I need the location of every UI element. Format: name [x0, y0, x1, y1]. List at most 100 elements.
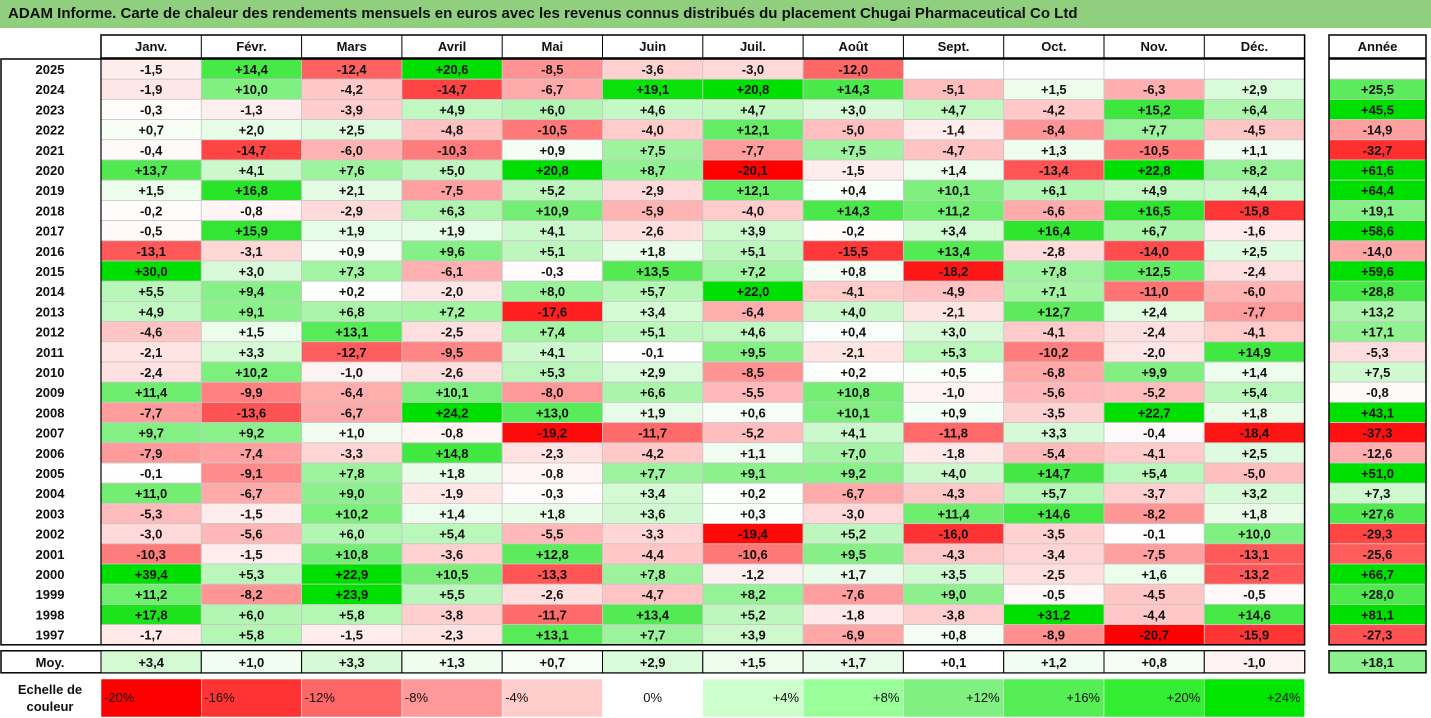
cell-value: -15,5	[838, 244, 868, 259]
annual-value: +28,0	[1361, 587, 1394, 602]
cell-value: +5,0	[439, 163, 465, 178]
cell-value: +12,8	[536, 547, 569, 562]
month-header: Mars	[337, 39, 367, 54]
cell-value: +31,2	[1037, 607, 1070, 622]
cell-value: -4,0	[641, 123, 663, 138]
cell-value: +6,1	[1041, 183, 1067, 198]
cell-value: -3,1	[240, 244, 262, 259]
cell-value: -0,3	[140, 102, 162, 117]
annual-value: +81,1	[1361, 607, 1394, 622]
heatmap-cell	[903, 58, 1005, 80]
cell-value: +20,8	[536, 163, 569, 178]
cell-value: +1,8	[640, 244, 666, 259]
cell-value: -3,5	[1043, 527, 1065, 542]
cell-value: -5,9	[641, 203, 663, 218]
cell-value: +4,7	[941, 102, 967, 117]
cell-value: +3,9	[740, 628, 766, 643]
cell-value: -11,8	[939, 426, 968, 441]
cell-value: -1,5	[240, 506, 262, 521]
cell-value: +0,2	[840, 365, 866, 380]
cell-value: +5,2	[540, 183, 566, 198]
annual-value: -14,0	[1363, 244, 1393, 259]
year-label: 2022	[36, 123, 65, 138]
cell-value: +24,2	[436, 405, 469, 420]
cell-value: -6,7	[541, 82, 563, 97]
average-value: +1,0	[239, 655, 265, 670]
average-value: +0,8	[1141, 655, 1167, 670]
cell-value: -4,5	[1143, 587, 1165, 602]
cell-value: -0,5	[1243, 587, 1265, 602]
cell-value: -6,7	[341, 405, 363, 420]
cell-value: -1,9	[441, 486, 463, 501]
cell-value: +7,7	[1141, 123, 1167, 138]
cell-value: +1,4	[1242, 365, 1268, 380]
cell-value: -5,2	[1143, 385, 1165, 400]
cell-value: +12,1	[736, 183, 769, 198]
scale-label: -20%	[104, 690, 135, 705]
cell-value: +7,4	[540, 325, 566, 340]
cell-value: -2,9	[641, 183, 663, 198]
cell-value: +4,7	[740, 102, 766, 117]
cell-value: +22,7	[1138, 405, 1171, 420]
cell-value: +10,2	[235, 365, 268, 380]
average-annual-value: +18,1	[1361, 655, 1394, 670]
cell-value: -9,9	[240, 385, 262, 400]
scale-swatch	[100, 678, 202, 718]
annual-value: +45,5	[1361, 102, 1394, 117]
cell-value: +11,4	[937, 506, 970, 521]
average-annual-cell	[1328, 650, 1427, 674]
cell-value: +4,6	[740, 325, 766, 340]
cell-value: -15,8	[1240, 203, 1270, 218]
annual-value: +17,1	[1361, 325, 1394, 340]
cell-value: +6,0	[239, 607, 265, 622]
cell-value: +11,4	[135, 385, 168, 400]
cell-value: +0,6	[740, 405, 766, 420]
cell-value: +11,0	[135, 486, 167, 501]
cell-value: -4,5	[1243, 123, 1265, 138]
cell-value: +2,5	[1242, 446, 1268, 461]
cell-value: -2,0	[441, 284, 463, 299]
cell-value: -4,4	[641, 547, 664, 562]
cell-value: +3,6	[640, 506, 666, 521]
cell-value: +2,1	[339, 183, 365, 198]
cell-value: +3,0	[941, 325, 967, 340]
cell-value: +7,1	[1041, 284, 1067, 299]
cell-value: -6,4	[742, 304, 765, 319]
cell-value: -5,6	[240, 527, 262, 542]
cell-value: -16,0	[939, 527, 969, 542]
cell-value: -5,4	[1043, 446, 1066, 461]
cell-value: +7,5	[840, 143, 866, 158]
cell-value: +0,4	[840, 325, 866, 340]
cell-value: +8,2	[1242, 163, 1268, 178]
cell-value: -18,2	[939, 264, 969, 279]
cell-value: +5,1	[740, 244, 766, 259]
cell-value: -10,5	[1139, 143, 1169, 158]
cell-value: -8,2	[1143, 506, 1165, 521]
cell-value: -1,5	[240, 547, 262, 562]
cell-value: -0,4	[1143, 426, 1166, 441]
scale-label: +8%	[873, 690, 900, 705]
annual-header-box	[1328, 34, 1427, 59]
cell-value: -1,5	[140, 62, 162, 77]
cell-value: +5,2	[740, 607, 766, 622]
cell-value: -13,4	[1039, 163, 1069, 178]
year-label: 2020	[36, 163, 65, 178]
cell-value: -7,7	[1243, 304, 1265, 319]
month-header: Avril	[438, 39, 466, 54]
cell-value: +4,1	[540, 224, 566, 239]
cell-value: +3,0	[840, 102, 866, 117]
cell-value: +4,4	[1242, 183, 1268, 198]
annual-value: -32,7	[1363, 143, 1393, 158]
year-label: 2018	[36, 203, 65, 218]
cell-value: +2,5	[339, 123, 365, 138]
cell-value: +14,4	[235, 62, 269, 77]
cell-value: +39,4	[135, 567, 169, 582]
cell-value: -2,9	[341, 203, 363, 218]
cell-value: -14,0	[1139, 244, 1169, 259]
annual-value: +27,6	[1361, 506, 1394, 521]
scale-swatch	[1003, 678, 1105, 718]
cell-value: +12,7	[1037, 304, 1070, 319]
cell-value: +9,4	[239, 284, 265, 299]
grid-border	[0, 58, 1306, 646]
cell-value: +1,4	[439, 506, 465, 521]
